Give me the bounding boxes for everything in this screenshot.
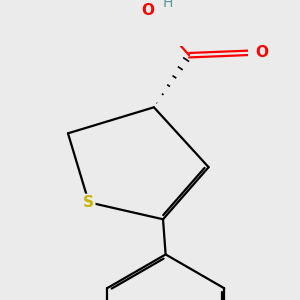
Text: S: S: [83, 195, 94, 210]
Text: O: O: [141, 3, 154, 18]
Text: O: O: [256, 45, 268, 60]
Text: H: H: [163, 0, 173, 10]
